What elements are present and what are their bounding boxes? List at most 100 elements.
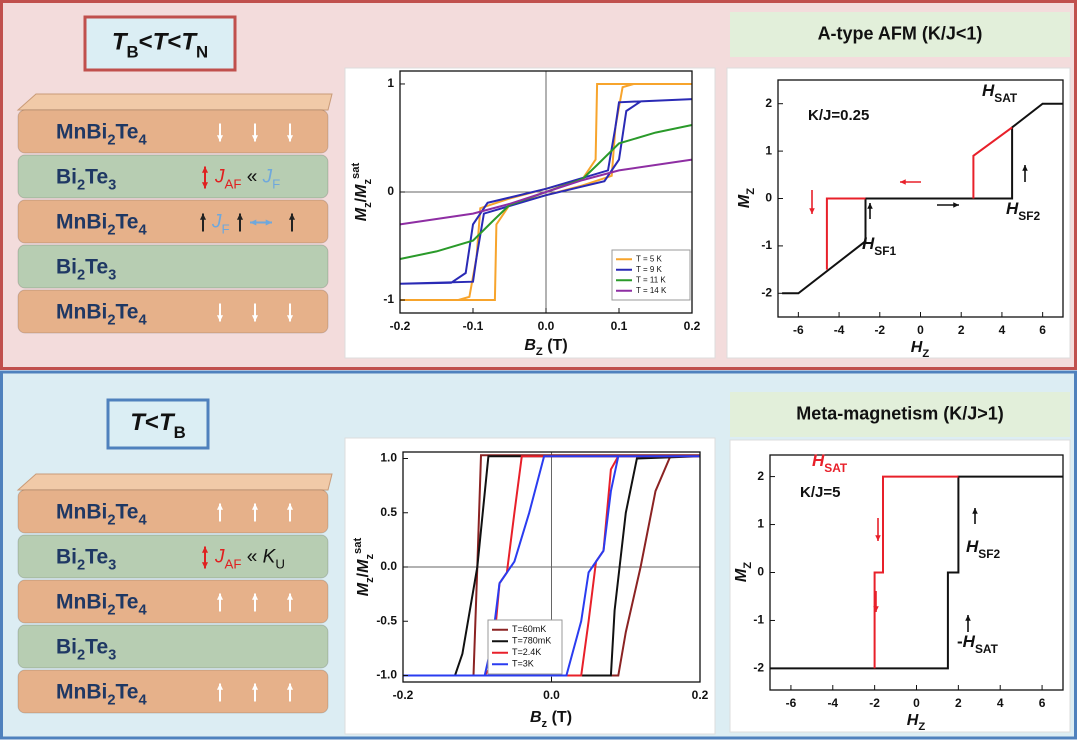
x-tick-label: 0.0 bbox=[538, 319, 555, 333]
text-part: K bbox=[263, 547, 277, 568]
layer-name: Bi2Te3 bbox=[56, 545, 116, 573]
chart-title-box bbox=[730, 392, 1070, 437]
state-label-box bbox=[106, 398, 210, 450]
text-part: 4 bbox=[138, 312, 147, 328]
text-part: 3 bbox=[108, 177, 116, 193]
annotation: HSAT bbox=[812, 451, 848, 475]
x-tick-label: -2 bbox=[869, 696, 880, 710]
text-part: 2 bbox=[77, 177, 85, 193]
arrow-head bbox=[953, 202, 959, 208]
arrow-head bbox=[867, 203, 873, 209]
text-part: 2 bbox=[107, 602, 115, 618]
x-tick-label: 0.2 bbox=[684, 319, 701, 333]
y-tick-label: -1 bbox=[753, 613, 764, 627]
text-part: < bbox=[145, 409, 159, 436]
layer-note: JF bbox=[211, 212, 230, 237]
x-tick-label: 2 bbox=[958, 323, 965, 337]
text-part: 2 bbox=[107, 512, 115, 528]
layer bbox=[17, 624, 329, 669]
text-part: SF2 bbox=[1018, 209, 1040, 223]
text-part: T bbox=[112, 29, 129, 56]
y-tick-label: -2 bbox=[761, 285, 772, 299]
arrow-head bbox=[873, 606, 879, 612]
text-part: SF1 bbox=[874, 244, 896, 258]
arrow-head bbox=[251, 315, 259, 322]
text-part: J bbox=[214, 167, 225, 188]
text-part: 4 bbox=[138, 692, 147, 708]
layer-name: MnBi2Te4 bbox=[56, 590, 147, 618]
chart-title-box bbox=[730, 12, 1070, 57]
y-tick-label: 0 bbox=[757, 565, 764, 579]
annotation: HSF2 bbox=[1006, 199, 1040, 223]
text-part: 2 bbox=[107, 692, 115, 708]
text-part: T bbox=[130, 409, 147, 436]
arrow-head bbox=[251, 135, 259, 142]
text-part: B bbox=[530, 709, 542, 726]
legend-label: T = 11 K bbox=[636, 275, 666, 284]
y-tick-label: -0.5 bbox=[376, 613, 397, 627]
text-part: 2 bbox=[77, 647, 85, 663]
chart-box bbox=[729, 439, 1071, 733]
layer-name: MnBi2Te4 bbox=[56, 500, 147, 528]
x-tick-label: 0.1 bbox=[611, 319, 628, 333]
layer-note: JAF « JF bbox=[214, 167, 280, 192]
x-tick-label: 6 bbox=[1039, 323, 1046, 337]
text-part: SAT bbox=[994, 91, 1018, 105]
text-part: 2 bbox=[77, 267, 85, 283]
x-tick-label: -4 bbox=[834, 323, 845, 337]
text-part: H bbox=[1006, 199, 1019, 218]
text-part: Te bbox=[116, 210, 139, 233]
y-tick-label: 1 bbox=[765, 143, 772, 157]
x-tick-label: 0.0 bbox=[543, 688, 560, 702]
x-tick-label: -6 bbox=[786, 696, 797, 710]
text-part: M bbox=[353, 184, 370, 198]
layer bbox=[17, 669, 329, 714]
text-part: (T) bbox=[547, 709, 572, 726]
text-part: « bbox=[242, 547, 263, 568]
y-tick-label: 2 bbox=[757, 469, 764, 483]
text-part: J bbox=[262, 167, 273, 188]
annotation: K/J=0.25 bbox=[808, 107, 869, 124]
x-tick-label: 6 bbox=[1039, 696, 1046, 710]
text-part: H bbox=[911, 339, 923, 356]
y-axis-label: Mz/Mzsat bbox=[352, 537, 376, 596]
arrow-head bbox=[286, 683, 294, 690]
text-part: B bbox=[127, 42, 139, 61]
text-part: Te bbox=[85, 635, 108, 658]
x-axis-label: HZ bbox=[911, 339, 930, 360]
y-tick-label: 1 bbox=[387, 76, 394, 90]
text-part: z bbox=[364, 554, 376, 560]
text-part: (T) bbox=[543, 337, 568, 354]
text-part: Z bbox=[742, 562, 754, 569]
text-part: Z bbox=[918, 721, 925, 733]
text-part: T bbox=[159, 409, 176, 436]
legend-label: T=780mK bbox=[512, 636, 551, 646]
text-part: Te bbox=[116, 590, 139, 613]
text-part: 2 bbox=[107, 222, 115, 238]
layer bbox=[17, 489, 329, 534]
legend-label: T=3K bbox=[512, 659, 534, 669]
layer bbox=[17, 534, 329, 579]
text-part: Te bbox=[116, 300, 139, 323]
text-part: SAT bbox=[975, 642, 999, 656]
arrow-head bbox=[972, 508, 978, 514]
layer bbox=[17, 154, 329, 199]
x-tick-label: 4 bbox=[997, 696, 1004, 710]
series-line bbox=[825, 126, 1013, 270]
annotation: HSF2 bbox=[966, 537, 1000, 561]
arrow-head bbox=[286, 135, 294, 142]
text-part: MnBi bbox=[56, 120, 107, 143]
text-part: SAT bbox=[824, 461, 848, 475]
layer-note: JAF « KU bbox=[214, 547, 285, 572]
text-part: < bbox=[139, 29, 153, 56]
text-part: H bbox=[862, 234, 875, 253]
arrow-head bbox=[201, 546, 209, 553]
text-part: 4 bbox=[138, 512, 147, 528]
text-part: U bbox=[275, 557, 285, 572]
text-part: AF bbox=[225, 177, 242, 192]
arrow-head bbox=[201, 562, 209, 569]
arrow-head bbox=[286, 315, 294, 322]
y-axis-label: Mz/Mzsat bbox=[350, 162, 374, 221]
arrow-head bbox=[251, 683, 259, 690]
